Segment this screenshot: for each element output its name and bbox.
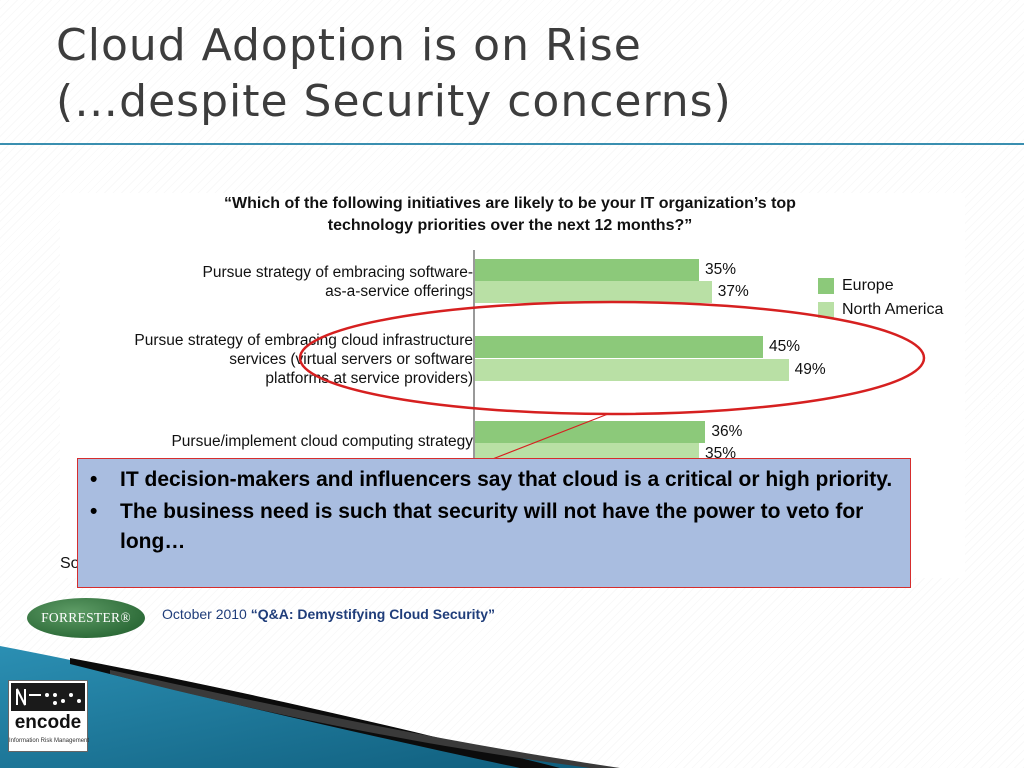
encode-logo-tagline: Information Risk Management (9, 738, 90, 744)
category-label-line: Pursue/implement cloud computing strateg… (171, 433, 473, 450)
category-label-saas: Pursue strategy of embracing software- a… (202, 263, 473, 301)
legend-label: North America (842, 301, 944, 318)
category-label-cloud-infrastructure: Pursue strategy of embracing cloud infra… (134, 331, 473, 388)
callout-bullet: IT decision-makers and influencers say t… (90, 465, 900, 495)
encode-logo: encode Information Risk Management (8, 680, 90, 752)
callout-list: IT decision-makers and influencers say t… (78, 459, 910, 557)
bar-value-label: 35% (705, 261, 737, 278)
bar-cloud-infrastructure-europe (475, 336, 763, 358)
encode-logo-word: encode (14, 712, 82, 733)
category-label-line: Pursue strategy of embracing cloud infra… (134, 332, 473, 349)
bar-value-label: 49% (794, 361, 826, 378)
encode-dots-icon (16, 688, 81, 706)
highlight-ellipse (298, 300, 926, 416)
bar-saas-north-america (475, 281, 712, 303)
legend-label: Europe (842, 277, 894, 294)
callout-box: IT decision-makers and influencers say t… (77, 458, 911, 588)
highlight-connector-line (489, 413, 609, 461)
citation-date: October 2010 (162, 606, 247, 622)
bar-cloud-infrastructure-north-america (475, 359, 789, 381)
title-divider (0, 143, 1024, 145)
category-label-line: platforms at service providers) (265, 370, 473, 387)
category-label-line: as-a-service offerings (325, 283, 473, 300)
swoosh-teal (0, 646, 600, 768)
chart-source-stub: So (60, 555, 80, 572)
citation: October 2010 “Q&A: Demystifying Cloud Se… (162, 606, 495, 622)
citation-title: “Q&A: Demystifying Cloud Security” (250, 606, 495, 622)
slide-title-line-1: Cloud Adoption is on Rise (56, 20, 642, 71)
chart-axis-line (473, 250, 475, 460)
bar-value-label: 35% (705, 445, 737, 462)
callout-bullet: The business need is such that security … (90, 497, 900, 557)
encode-logo-mark (11, 683, 85, 711)
bar-cloud-strategy-europe (475, 421, 706, 443)
slide-title: Cloud Adoption is on Rise (…despite Secu… (56, 18, 956, 130)
decorative-swoosh (0, 646, 620, 768)
chart-title: “Which of the following initiatives are … (224, 195, 796, 234)
bar-value-label: 36% (711, 423, 743, 440)
category-label-line: services (virtual servers or software (229, 351, 473, 368)
forrester-logo: FORRESTER® (27, 598, 145, 638)
legend-swatch (818, 278, 834, 294)
category-label-cloud-strategy: Pursue/implement cloud computing strateg… (171, 432, 473, 451)
bar-value-label: 37% (717, 283, 749, 300)
forrester-logo-text: FORRESTER® (41, 610, 131, 625)
bar-saas-europe (475, 259, 699, 281)
bar-value-label: 45% (769, 338, 801, 355)
slide-title-line-2: (…despite Security concerns) (56, 76, 732, 127)
legend-swatch (818, 302, 834, 318)
category-label-line: Pursue strategy of embracing software- (202, 264, 473, 281)
